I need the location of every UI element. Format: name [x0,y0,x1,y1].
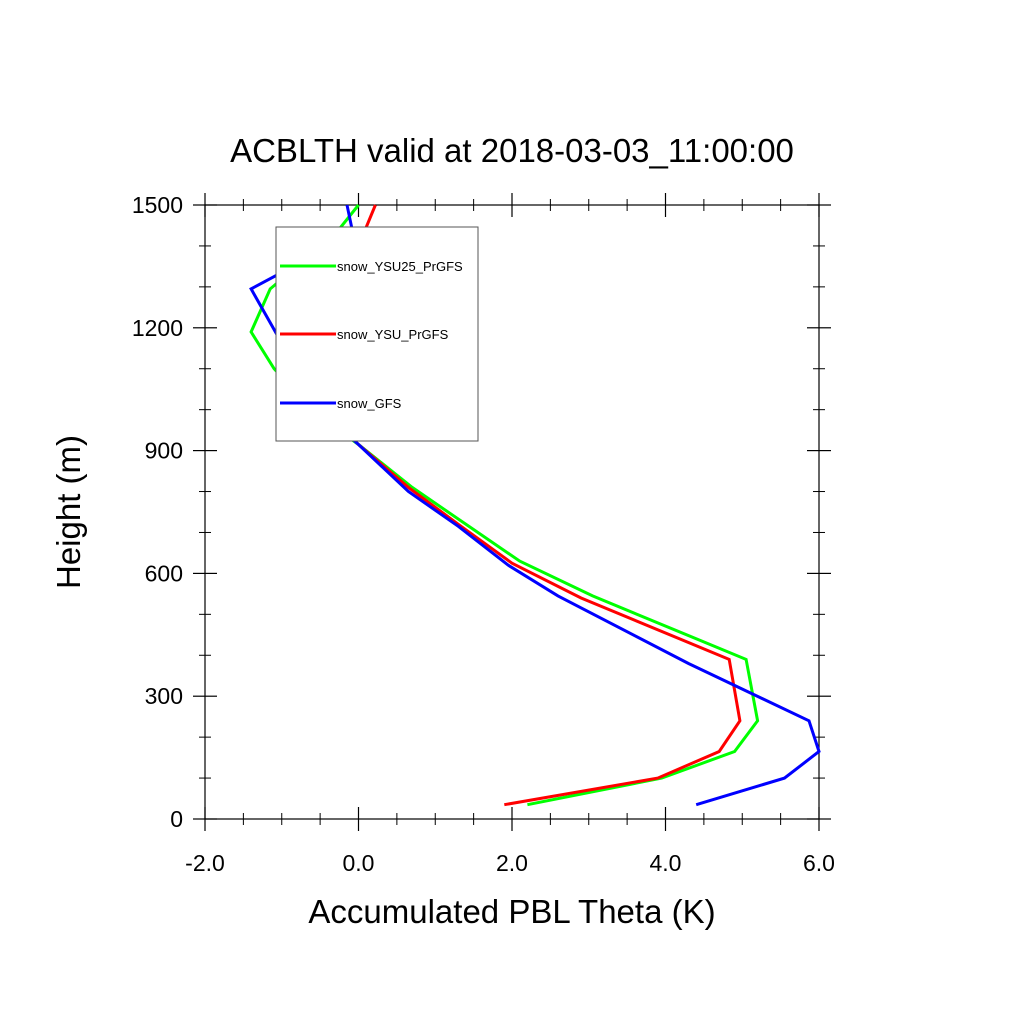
x-tick-label: -2.0 [185,850,225,876]
legend-items: snow_YSU25_PrGFS snow_YSU_PrGFS snow_GFS [280,259,463,411]
legend-label: snow_GFS [337,396,402,411]
legend: snow_YSU25_PrGFS snow_YSU_PrGFS snow_GFS [275,226,479,442]
legend-label: snow_YSU_PrGFS [337,327,449,342]
tick-labels: -2.0 0.0 2.0 4.0 6.0 0 300 600 900 1200 1500 [132,192,835,876]
x-axis-title: Accumulated PBL Theta (K) [308,893,715,930]
x-tick-label: 2.0 [496,850,528,876]
x-tick-label: 6.0 [803,850,835,876]
y-tick-label: 0 [170,806,183,832]
y-tick-label: 900 [145,438,183,464]
y-tick-label: 1500 [132,192,183,218]
y-tick-label: 600 [145,560,183,586]
y-tick-label: 300 [145,683,183,709]
y-axis-title: Height (m) [50,435,87,589]
x-tick-label: 0.0 [343,850,375,876]
y-tick-label: 1200 [132,315,183,341]
x-tick-label: 4.0 [650,850,682,876]
axis-ticks [193,193,831,831]
chart-title: ACBLTH valid at 2018-03-03_11:00:00 [230,132,794,169]
legend-label: snow_YSU25_PrGFS [337,259,463,274]
